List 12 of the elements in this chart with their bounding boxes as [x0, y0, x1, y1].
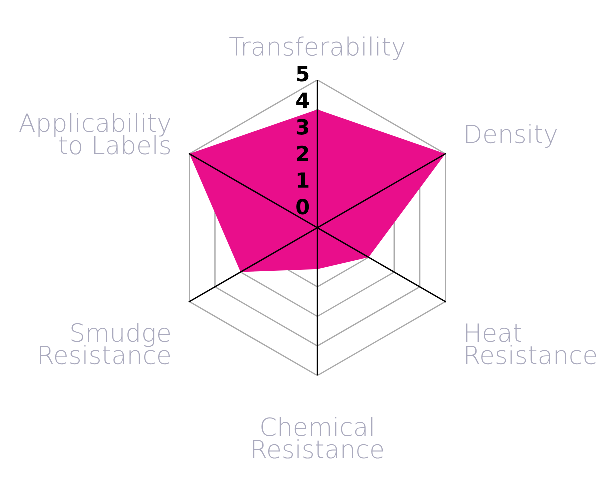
spoke-label: Chemical Resistance — [253, 417, 384, 459]
spoke-label: Density — [466, 124, 558, 148]
y-tick-label: 0 — [296, 199, 310, 215]
spoke-label: Smudge Resistance — [40, 322, 170, 365]
y-tick-label: 5 — [297, 66, 309, 82]
y-tick-label: 1 — [298, 172, 309, 188]
y-tick-label: 4 — [296, 92, 310, 108]
y-tick-label: 2 — [297, 146, 308, 162]
spoke-label: Transferability — [230, 36, 405, 60]
spoke-label: Heat Resistance — [466, 324, 596, 365]
y-tick-label: 3 — [296, 119, 308, 135]
spoke-label: Applicability to Labels — [20, 113, 171, 155]
